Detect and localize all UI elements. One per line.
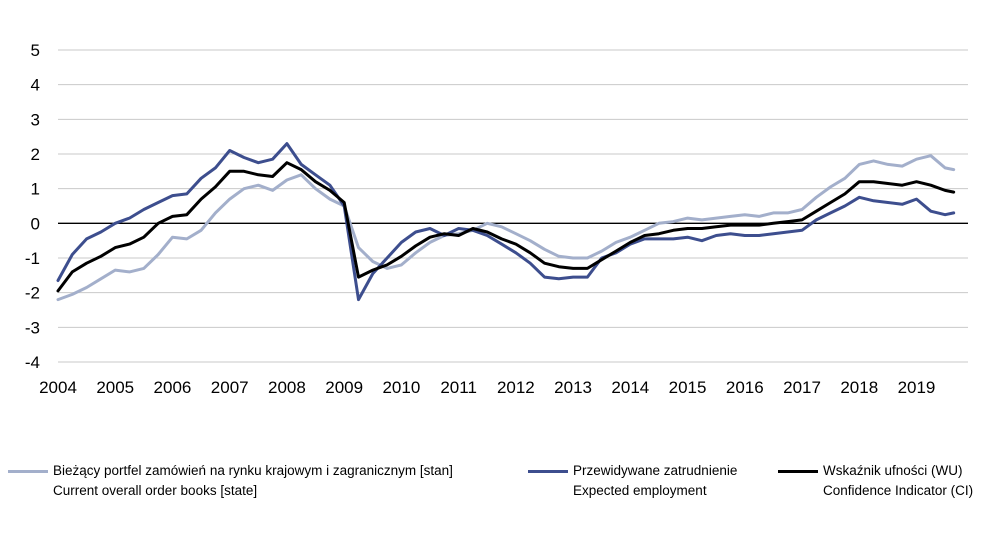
y-tick-label: -1 — [25, 249, 40, 268]
y-axis-tick-labels: 5 4 3 2 1 0 -1 -2 -3 -4 — [25, 41, 40, 372]
legend-label-orders-en: Current overall order books [state] — [53, 483, 258, 498]
x-tick-label: 2013 — [554, 378, 592, 397]
x-tick-label: 2019 — [898, 378, 936, 397]
legend-label-ci-pl: Wskaźnik ufności (WU) — [823, 463, 963, 478]
y-tick-label: -4 — [25, 353, 40, 372]
y-tick-label: -2 — [25, 284, 40, 303]
legend-label-employment-pl: Przewidywane zatrudnienie — [573, 463, 738, 478]
x-tick-label: 2011 — [440, 378, 477, 397]
y-tick-label: 2 — [31, 145, 40, 164]
legend-label-ci: Wskaźnik ufności (WU) Confidence Indicat… — [823, 461, 973, 501]
y-tick-label: -3 — [25, 318, 40, 337]
legend-label-employment-en: Expected employment — [573, 483, 707, 498]
x-tick-label: 2012 — [497, 378, 535, 397]
y-tick-label: 3 — [31, 110, 40, 129]
x-tick-label: 2016 — [726, 378, 764, 397]
x-tick-label: 2017 — [783, 378, 821, 397]
legend-swatch-ci — [778, 470, 818, 473]
x-axis-tick-labels: 2004 2005 2006 2007 2008 2009 2010 2011 2012 2013… — [39, 378, 935, 397]
grid-lines — [58, 49, 968, 363]
series-line-employment — [56, 142, 956, 302]
x-tick-label: 2008 — [268, 378, 306, 397]
x-tick-label: 2009 — [325, 378, 363, 397]
legend-label-ci-en: Confidence Indicator (CI) — [823, 483, 974, 498]
x-tick-label: 2007 — [211, 378, 249, 397]
legend-label-orders-pl: Bieżący portfel zamówień na rynku krajow… — [53, 463, 453, 478]
x-tick-label: 2018 — [840, 378, 878, 397]
legend-label-orders: Bieżący portfel zamówień na rynku krajow… — [53, 461, 453, 501]
x-tick-label: 2015 — [669, 378, 707, 397]
series-line-orders — [56, 154, 956, 302]
y-tick-label: 4 — [31, 76, 40, 95]
x-tick-label: 2010 — [382, 378, 420, 397]
y-tick-label: 0 — [31, 214, 40, 233]
series-lines — [56, 142, 956, 302]
legend-swatch-employment — [528, 470, 568, 473]
y-tick-label: 1 — [31, 180, 40, 199]
x-tick-label: 2006 — [154, 378, 192, 397]
x-tick-label: 2005 — [96, 378, 134, 397]
x-tick-label: 2004 — [39, 378, 77, 397]
x-tick-label: 2014 — [611, 378, 649, 397]
y-tick-label: 5 — [31, 41, 40, 60]
legend-label-employment: Przewidywane zatrudnienie Expected emplo… — [573, 461, 737, 501]
series-line-ci — [56, 161, 956, 293]
legend-swatch-orders — [8, 470, 48, 473]
